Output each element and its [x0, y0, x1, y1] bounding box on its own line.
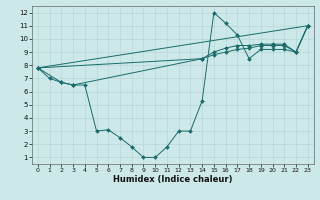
X-axis label: Humidex (Indice chaleur): Humidex (Indice chaleur): [113, 175, 233, 184]
